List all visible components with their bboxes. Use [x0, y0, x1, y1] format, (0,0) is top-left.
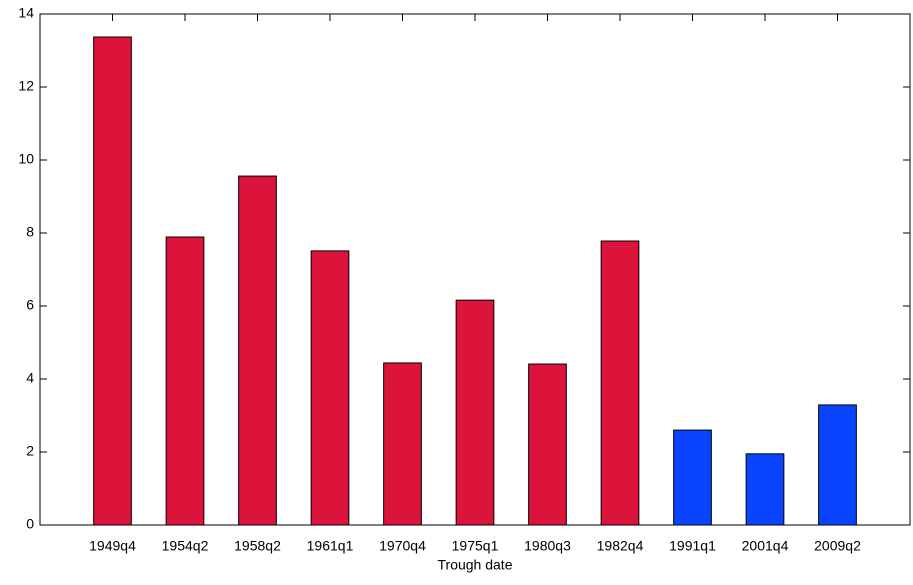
bar: [165, 236, 205, 526]
bar: [528, 363, 567, 526]
x-tick-label: 2001q4: [742, 538, 789, 554]
x-axis-label: Trough date: [438, 557, 513, 573]
x-tick-label: 1991q1: [669, 538, 716, 554]
bar: [818, 404, 857, 526]
x-tick-label: 1958q2: [234, 538, 281, 554]
y-tick-label: 12: [18, 78, 34, 94]
y-tick-label: 14: [18, 5, 34, 21]
x-tick-label: 1975q1: [452, 538, 499, 554]
bar: [745, 453, 785, 526]
y-tick-label: 8: [26, 224, 34, 240]
x-tick-label: 1970q4: [379, 538, 426, 554]
bar: [455, 299, 495, 526]
bar: [600, 240, 640, 526]
x-tick-label: 1954q2: [162, 538, 209, 554]
bar: [673, 429, 712, 526]
bar: [383, 362, 422, 526]
bar: [310, 250, 350, 526]
y-tick-label: 10: [18, 151, 34, 167]
x-tick-label: 1949q4: [89, 538, 136, 554]
y-tick-label: 0: [26, 516, 34, 532]
x-tick-label: 1982q4: [597, 538, 644, 554]
x-tick-label: 1980q3: [524, 538, 571, 554]
bar: [93, 36, 132, 526]
y-tick-label: 2: [26, 443, 34, 459]
y-tick-label: 6: [26, 297, 34, 313]
bar: [238, 175, 277, 526]
x-tick-label: 1961q1: [307, 538, 354, 554]
y-tick-label: 4: [26, 370, 34, 386]
x-tick-label: 2009q2: [814, 538, 861, 554]
